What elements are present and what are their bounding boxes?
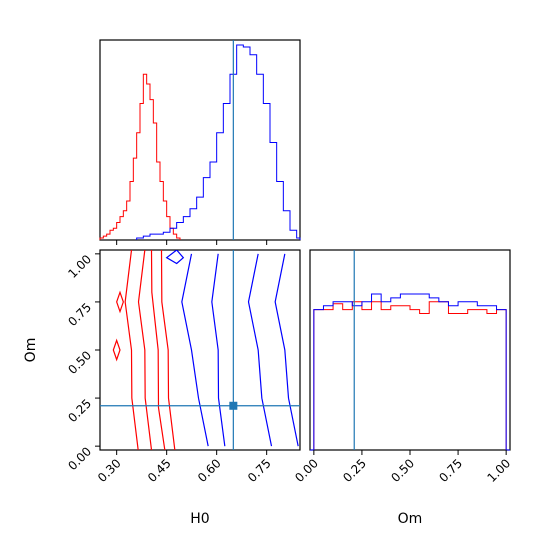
om-marginal-xtick-label-0: 0.00 <box>292 456 321 485</box>
contour-xtick-label-1: 0.45 <box>145 456 174 485</box>
contour-xtick-label-2: 0.60 <box>195 456 224 485</box>
contour-ytick-label-2: 0.50 <box>65 348 94 377</box>
contour-xtick-label-0: 0.30 <box>95 456 124 485</box>
contour-xtick-label-3: 0.75 <box>245 456 274 485</box>
contour-series-0-line-3 <box>150 250 166 450</box>
contour-series-0-line-2 <box>160 250 176 450</box>
contour-ylabel: Om <box>23 338 39 363</box>
contour-reference-marker <box>229 401 238 410</box>
om-hist-series-0 <box>313 301 507 450</box>
om-marginal-panel: 0.00 0.25 0.50 0.75 1.00 Om <box>292 249 513 527</box>
contour-series-1-line-0 <box>181 253 209 447</box>
h0-hist-series-0 <box>99 73 181 240</box>
contour-plot-area <box>112 250 299 450</box>
om-vs-h0-contour-panel: 0.30 0.45 0.60 0.75 0.00 0.25 0.50 0.75 1.00 H0 Om <box>23 249 301 527</box>
contour-ytick-label-0: 0.00 <box>65 444 94 473</box>
contour-ytick-label-1: 0.25 <box>65 396 94 425</box>
h0-marginal-panel <box>99 39 301 245</box>
contour-xlabel: H0 <box>190 511 209 527</box>
om-marginal-frame <box>309 249 511 451</box>
contour-ytick-label-3: 0.75 <box>65 300 94 329</box>
contour-series-1-line-2 <box>247 253 273 447</box>
contour-series-0-line-1 <box>137 250 153 450</box>
om-hist-series-1 <box>310 293 510 451</box>
contour-series-1-line-3 <box>274 253 299 447</box>
om-marginal-xtick-label-2: 0.50 <box>388 456 417 485</box>
contour-frame <box>99 249 301 451</box>
om-marginal-xtick-label-1: 0.25 <box>340 456 369 485</box>
om-marginal-xtick-label-4: 1.00 <box>484 456 513 485</box>
om-marginal-xtick-label-3: 0.75 <box>436 456 465 485</box>
contour-series-0-island-1 <box>112 338 121 362</box>
contour-ytick-label-4: 1.00 <box>65 252 94 281</box>
om-marginal-xlabel: Om <box>398 511 423 527</box>
h0-hist-series-1 <box>136 44 301 240</box>
contour-series-0-island-0 <box>116 290 124 314</box>
contour-series-1-line-1 <box>211 253 226 447</box>
contour-series-0-line-0 <box>124 250 139 450</box>
h0-marginal-frame <box>99 39 301 241</box>
contour-series-1-island-0 <box>165 250 185 265</box>
